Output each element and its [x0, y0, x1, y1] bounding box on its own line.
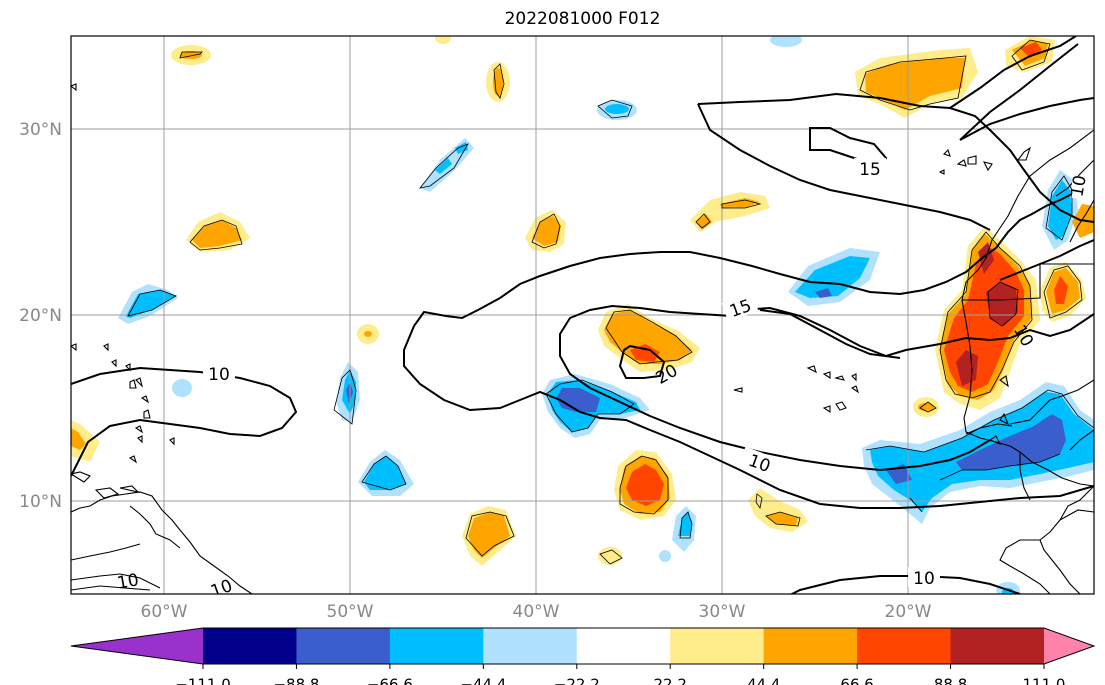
shade-blob	[956, 350, 978, 386]
lat-tick-label: 10°N	[19, 492, 62, 512]
shade-blob	[795, 256, 870, 298]
colorbar-segment	[389, 628, 484, 664]
shade-blob	[364, 456, 406, 490]
colorbar-tick-label: −22.2	[554, 676, 600, 685]
colorbar-tick-label: −66.6	[367, 676, 413, 685]
shade-blob	[192, 220, 242, 248]
map-title: 2022081000 F012	[504, 9, 661, 29]
shade-blob	[605, 104, 629, 114]
colorbar-tick-label: −44.4	[460, 676, 506, 685]
map-frame	[70, 35, 1095, 595]
lon-tick-label: 60°W	[141, 602, 188, 622]
lon-tick-label: 30°W	[699, 602, 746, 622]
contour-label-10: 10	[116, 570, 141, 593]
colorbar-tick-labels: −111.0 −88.8 −66.6 −44.4 −22.2 22.2 44.4 66.6 88…	[175, 664, 1065, 685]
shade-blob	[1020, 42, 1042, 58]
lat-tick-label: 30°N	[19, 120, 62, 140]
contour-label-10: 10	[208, 576, 235, 602]
shade-blob	[766, 512, 798, 526]
isotach-contours	[71, 36, 1094, 594]
lon-tick-label: 50°W	[327, 602, 374, 622]
shade-blob	[71, 428, 86, 450]
contour-label-10: 10	[1067, 174, 1090, 199]
longitude-labels: 60°W 50°W 40°W 30°W 20°W	[141, 602, 932, 622]
shaded-field	[71, 36, 1094, 594]
shade-blob	[626, 464, 664, 506]
coastlines	[71, 83, 1094, 594]
colorbar-tick-label: 88.8	[934, 676, 967, 685]
contour-labels: 10 10 10 10 10 10 10 15 15 20	[116, 158, 1094, 602]
colorbar-segment	[670, 628, 765, 664]
colorbar-segment	[950, 628, 1045, 664]
shade-blob	[1054, 276, 1068, 304]
colorbar-tick-label: 22.2	[654, 676, 687, 685]
colorbar-tick-label: 66.6	[840, 676, 873, 685]
shade-blob	[815, 288, 832, 298]
lon-tick-label: 40°W	[513, 602, 560, 622]
shade-blob	[956, 414, 1066, 470]
colorbar-segment	[203, 628, 297, 664]
shade-blob	[71, 420, 100, 462]
shade-blob	[364, 331, 372, 337]
colorbar-tick-label: 44.4	[747, 676, 780, 685]
latitude-labels: 30°N 20°N 10°N	[19, 120, 62, 512]
shade-blob	[770, 36, 802, 47]
shade-blob	[598, 547, 622, 565]
shade-blob	[435, 36, 451, 44]
colorbar-segment	[576, 628, 671, 664]
contour-label-10: 10	[208, 365, 230, 385]
shade-outlines	[127, 39, 1094, 565]
shade-blob	[468, 512, 510, 558]
colorbar-segment	[763, 628, 858, 664]
colorbar-segment	[857, 628, 952, 664]
shade-blob	[659, 550, 671, 562]
lat-tick-label: 20°N	[19, 306, 62, 326]
shade-blob	[678, 512, 692, 536]
colorbar-tick-label: 111.0	[1023, 676, 1066, 685]
colorbar-tick-label: −88.8	[273, 676, 319, 685]
colorbar	[70, 627, 1096, 665]
colorbar-segment	[296, 628, 391, 664]
lon-tick-label: 20°W	[885, 602, 932, 622]
gridlines	[71, 36, 1094, 594]
colorbar-segment	[483, 628, 578, 664]
shade-blob	[604, 310, 692, 364]
shade-blob	[435, 158, 452, 174]
shade-blob	[865, 58, 965, 110]
colorbar-extend-low	[71, 628, 203, 664]
shade-blob	[556, 388, 600, 412]
shade-blob	[172, 379, 192, 397]
colorbar-tick-label: −111.0	[175, 676, 231, 685]
contour-label-10: 10	[913, 569, 935, 589]
contour-label-15: 15	[859, 160, 881, 180]
colorbar-extend-high	[1044, 628, 1094, 664]
shade-blob	[720, 198, 760, 208]
